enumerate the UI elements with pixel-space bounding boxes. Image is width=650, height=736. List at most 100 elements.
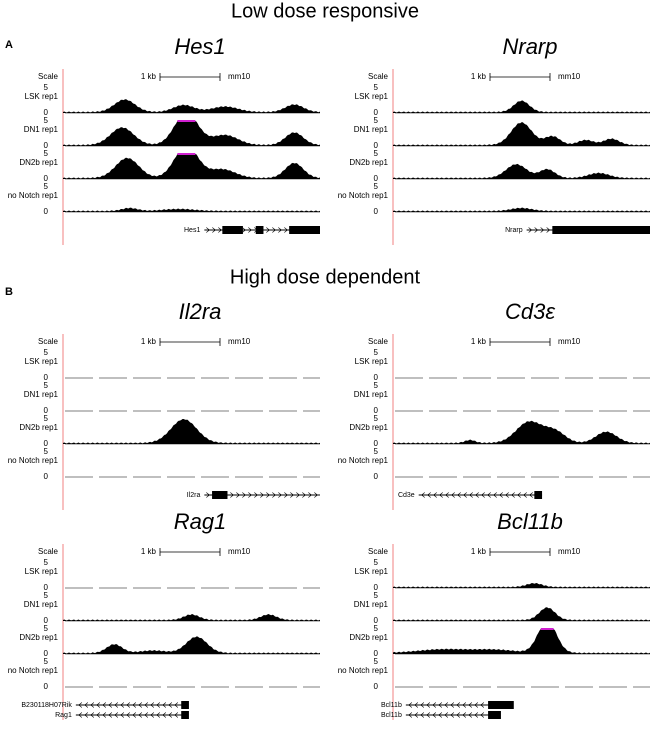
track-name: no Notch rep1 bbox=[8, 456, 59, 465]
track-max: 5 bbox=[44, 558, 49, 567]
gene-title: Il2ra bbox=[179, 299, 222, 324]
track-name: DN1 rep1 bbox=[354, 600, 389, 609]
gene-arrows bbox=[408, 712, 485, 718]
section-letter: B bbox=[5, 286, 13, 298]
track-max: 5 bbox=[44, 657, 49, 666]
track-max: 5 bbox=[374, 447, 379, 456]
track-max: 5 bbox=[44, 83, 49, 92]
signal bbox=[63, 99, 320, 113]
gene-title: Rag1 bbox=[174, 509, 227, 534]
track-min: 0 bbox=[44, 373, 49, 382]
track-name: DN2b rep1 bbox=[19, 423, 58, 432]
track-min: 0 bbox=[44, 141, 49, 150]
track-max: 5 bbox=[374, 414, 379, 423]
track-min: 0 bbox=[374, 141, 379, 150]
signal bbox=[393, 420, 650, 444]
assembly-label: mm10 bbox=[558, 337, 581, 346]
scale-bar bbox=[489, 338, 551, 346]
gene-arrows bbox=[78, 712, 179, 718]
signal bbox=[63, 419, 320, 444]
track-min: 0 bbox=[44, 472, 49, 481]
track-max: 5 bbox=[44, 149, 49, 158]
track-name: no Notch rep1 bbox=[8, 666, 59, 675]
scale-label: Scale bbox=[38, 547, 59, 556]
track-name: DN1 rep1 bbox=[354, 125, 389, 134]
track-name: DN2b rep1 bbox=[349, 633, 388, 642]
track-name: LSK rep1 bbox=[25, 567, 59, 576]
gene-annotation: Nrarp bbox=[505, 227, 523, 234]
track-max: 5 bbox=[44, 447, 49, 456]
track-name: DN2b rep1 bbox=[349, 158, 388, 167]
track-max: 5 bbox=[374, 83, 379, 92]
track-max: 5 bbox=[44, 348, 49, 357]
signal bbox=[63, 614, 320, 621]
section-title: High dose dependent bbox=[230, 266, 421, 288]
gene-title: Bcl11b bbox=[497, 509, 563, 534]
exon bbox=[181, 711, 189, 719]
exon bbox=[488, 711, 501, 719]
signal bbox=[393, 122, 650, 146]
track-max: 5 bbox=[44, 381, 49, 390]
track-min: 0 bbox=[44, 583, 49, 592]
assembly-label: mm10 bbox=[228, 337, 251, 346]
signal bbox=[63, 121, 320, 146]
track-max: 5 bbox=[374, 591, 379, 600]
track-name: LSK rep1 bbox=[25, 92, 59, 101]
signal bbox=[63, 636, 320, 654]
track-name: LSK rep1 bbox=[355, 567, 389, 576]
track-min: 0 bbox=[44, 649, 49, 658]
gene-annotation: Bcl11b bbox=[381, 702, 402, 709]
scale-bar bbox=[489, 548, 551, 556]
signal bbox=[393, 629, 650, 654]
track-name: DN1 rep1 bbox=[24, 125, 59, 134]
track-min: 0 bbox=[44, 439, 49, 448]
signal bbox=[63, 154, 320, 179]
scale-bar-label: 1 kb bbox=[471, 337, 487, 346]
track-min: 0 bbox=[374, 406, 379, 415]
signal bbox=[63, 207, 320, 212]
track-max: 5 bbox=[374, 657, 379, 666]
gene-annotation: B230118H07Rik bbox=[21, 702, 72, 709]
track-min: 0 bbox=[44, 616, 49, 625]
gene-annotation: Rag1 bbox=[55, 712, 72, 719]
section-letter: A bbox=[5, 39, 13, 51]
track-max: 5 bbox=[44, 414, 49, 423]
exon bbox=[289, 226, 320, 234]
track-name: DN2b rep1 bbox=[349, 423, 388, 432]
scale-bar bbox=[159, 73, 221, 81]
track-min: 0 bbox=[374, 649, 379, 658]
track-name: DN2b rep1 bbox=[19, 158, 58, 167]
track-name: DN1 rep1 bbox=[24, 390, 59, 399]
track-min: 0 bbox=[374, 682, 379, 691]
track-max: 5 bbox=[44, 624, 49, 633]
scale-bar bbox=[489, 73, 551, 81]
track-name: LSK rep1 bbox=[355, 92, 389, 101]
assembly-label: mm10 bbox=[228, 72, 251, 81]
track-min: 0 bbox=[374, 174, 379, 183]
exon bbox=[181, 701, 189, 709]
signal bbox=[393, 607, 650, 621]
section-title: Low dose responsive bbox=[231, 0, 419, 22]
assembly-label: mm10 bbox=[228, 547, 251, 556]
gene-arrows bbox=[421, 492, 539, 498]
signal bbox=[393, 100, 650, 113]
scale-label: Scale bbox=[38, 337, 59, 346]
track-min: 0 bbox=[374, 616, 379, 625]
exon bbox=[552, 226, 650, 234]
signal bbox=[393, 583, 650, 588]
track-min: 0 bbox=[374, 373, 379, 382]
track-name: no Notch rep1 bbox=[338, 191, 389, 200]
scale-bar-label: 1 kb bbox=[141, 547, 157, 556]
track-min: 0 bbox=[44, 207, 49, 216]
assembly-label: mm10 bbox=[558, 72, 581, 81]
exon bbox=[222, 226, 243, 234]
track-min: 0 bbox=[374, 472, 379, 481]
gene-annotation: Il2ra bbox=[187, 492, 201, 499]
track-min: 0 bbox=[374, 439, 379, 448]
track-min: 0 bbox=[44, 174, 49, 183]
gene-arrows bbox=[78, 702, 179, 708]
